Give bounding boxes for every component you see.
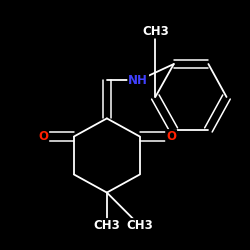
Text: CH3: CH3 [126, 219, 153, 232]
Text: O: O [38, 130, 48, 143]
Text: CH3: CH3 [94, 219, 120, 232]
Text: O: O [166, 130, 176, 143]
Text: CH3: CH3 [142, 24, 169, 38]
Text: NH: NH [128, 74, 148, 87]
